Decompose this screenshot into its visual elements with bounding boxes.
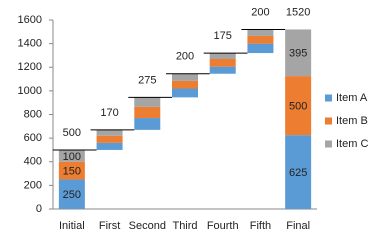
- total-label: 200: [251, 6, 269, 18]
- bar-segment: [247, 35, 274, 44]
- bar-segment: [96, 135, 123, 143]
- y-tick-label: 1400: [18, 38, 42, 50]
- x-tick-label: Fifth: [250, 220, 271, 232]
- x-tick-label: Initial: [59, 220, 85, 232]
- bar-segment: [134, 118, 161, 130]
- y-tick-label: 600: [24, 132, 42, 144]
- bar-segment: [172, 80, 198, 89]
- bar-segment: [209, 58, 236, 67]
- bar-segment: [247, 43, 274, 54]
- legend-label: Item B: [336, 115, 368, 127]
- y-tick-label: 400: [24, 156, 42, 168]
- y-tick-label: 1000: [18, 85, 42, 97]
- y-tick-label: 800: [24, 108, 42, 120]
- bar-segment: [172, 73, 198, 81]
- total-label: 1520: [286, 6, 310, 18]
- x-tick-label: Final: [286, 220, 310, 232]
- bar-segment: [285, 76, 312, 136]
- total-label: 500: [63, 127, 81, 139]
- y-tick-label: 1600: [18, 14, 42, 26]
- y-tick-label: 200: [24, 179, 42, 191]
- bar-segment: [58, 149, 85, 162]
- x-tick-label: First: [99, 220, 120, 232]
- total-label: 275: [138, 74, 156, 86]
- bar-segment: [134, 106, 161, 119]
- legend-label: Item C: [336, 138, 368, 150]
- legend-label: Item A: [336, 92, 368, 104]
- segment-label: 250: [63, 189, 81, 201]
- bar-segment: [285, 135, 312, 209]
- bar-segment: [96, 129, 123, 136]
- bar-segment: [134, 97, 161, 107]
- x-tick-label: Fourth: [207, 220, 239, 232]
- legend-swatch: [325, 94, 332, 102]
- legend-swatch: [325, 140, 332, 148]
- segment-label: 100: [63, 151, 81, 163]
- total-label: 170: [100, 107, 118, 119]
- total-label: 200: [176, 51, 194, 63]
- segment-label: 625: [289, 167, 307, 179]
- total-label: 175: [214, 30, 232, 42]
- bar-segment: [285, 29, 312, 77]
- y-tick-label: 0: [36, 203, 42, 215]
- x-tick-label: Second: [129, 220, 166, 232]
- x-tick-label: Third: [172, 220, 197, 232]
- bar-segment: [172, 88, 198, 98]
- segment-label: 395: [289, 48, 307, 60]
- segment-label: 150: [63, 166, 81, 178]
- segment-label: 500: [289, 101, 307, 113]
- bar-segment: [58, 161, 85, 180]
- legend-swatch: [325, 117, 332, 125]
- bar-segment: [209, 53, 236, 59]
- y-tick-label: 1200: [18, 61, 42, 73]
- bar-segment: [96, 142, 123, 150]
- bar-segment: [58, 179, 85, 209]
- bar-segment: [247, 29, 274, 36]
- bar-segment: [209, 66, 236, 74]
